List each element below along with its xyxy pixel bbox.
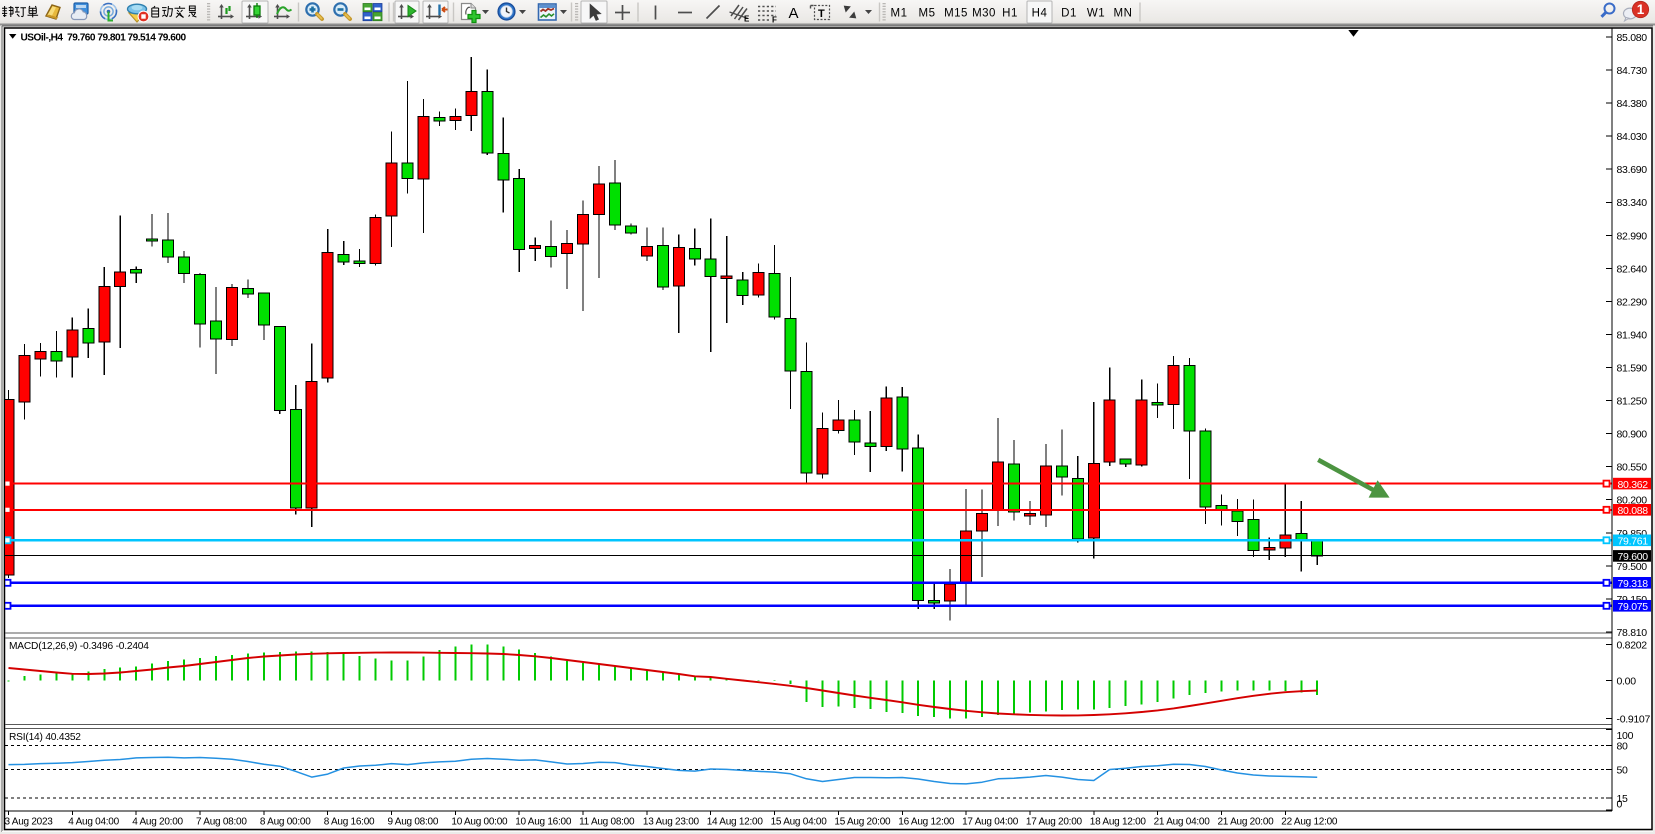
svg-text:1: 1: [1637, 2, 1645, 17]
svg-text:80: 80: [1617, 741, 1629, 753]
svg-text:15 Aug 04:00: 15 Aug 04:00: [771, 817, 828, 828]
svg-text:10 Aug 16:00: 10 Aug 16:00: [515, 817, 572, 828]
svg-text:7 Aug 08:00: 7 Aug 08:00: [196, 817, 247, 828]
svg-text:84.030: 84.030: [1617, 131, 1648, 143]
svg-text:21 Aug 20:00: 21 Aug 20:00: [1218, 817, 1275, 828]
svg-text:3 Aug 2023: 3 Aug 2023: [5, 817, 54, 828]
svg-text:80.362: 80.362: [1618, 479, 1649, 491]
svg-text:17 Aug 20:00: 17 Aug 20:00: [1026, 817, 1083, 828]
svg-text:0.8202: 0.8202: [1617, 639, 1648, 651]
svg-text:-0.9107: -0.9107: [1617, 713, 1651, 725]
svg-text:MN: MN: [1114, 8, 1133, 20]
svg-text:84.730: 84.730: [1617, 65, 1648, 77]
svg-text:4 Aug 20:00: 4 Aug 20:00: [132, 817, 183, 828]
svg-text:M5: M5: [919, 8, 936, 20]
svg-text:79.761: 79.761: [1618, 536, 1649, 548]
svg-text:18 Aug 12:00: 18 Aug 12:00: [1090, 817, 1147, 828]
svg-text:22 Aug 12:00: 22 Aug 12:00: [1281, 817, 1338, 828]
svg-text:79.600: 79.600: [1618, 551, 1649, 563]
svg-text:81.940: 81.940: [1617, 329, 1648, 341]
svg-text:81.590: 81.590: [1617, 363, 1648, 375]
svg-text:85.080: 85.080: [1617, 32, 1648, 44]
svg-text:82.640: 82.640: [1617, 263, 1648, 275]
svg-text:84.380: 84.380: [1617, 98, 1648, 110]
svg-text:9 Aug 08:00: 9 Aug 08:00: [388, 817, 439, 828]
svg-text:10 Aug 00:00: 10 Aug 00:00: [451, 817, 508, 828]
svg-text:H4: H4: [1032, 8, 1048, 20]
svg-text:79.318: 79.318: [1618, 578, 1649, 590]
svg-text:50: 50: [1617, 765, 1629, 777]
svg-text:MACD(12,26,9) -0.3496 -0.2404: MACD(12,26,9) -0.3496 -0.2404: [9, 641, 149, 652]
svg-text:M1: M1: [891, 8, 908, 20]
svg-text:21 Aug 04:00: 21 Aug 04:00: [1154, 817, 1211, 828]
svg-text:79.500: 79.500: [1617, 561, 1648, 573]
svg-text:8 Aug 00:00: 8 Aug 00:00: [260, 817, 311, 828]
svg-text:M30: M30: [972, 8, 996, 20]
svg-text:T: T: [818, 8, 825, 20]
svg-text:100: 100: [1617, 730, 1634, 742]
svg-text:79.075: 79.075: [1618, 601, 1649, 613]
svg-text:RSI(14) 40.4352: RSI(14) 40.4352: [9, 732, 81, 743]
svg-text:W1: W1: [1087, 8, 1105, 20]
svg-text:17 Aug 04:00: 17 Aug 04:00: [962, 817, 1019, 828]
svg-text:83.340: 83.340: [1617, 197, 1648, 209]
svg-text:H1: H1: [1002, 8, 1018, 20]
svg-text:0.00: 0.00: [1617, 675, 1637, 687]
svg-text:A: A: [789, 5, 799, 22]
svg-text:4 Aug 04:00: 4 Aug 04:00: [68, 817, 119, 828]
svg-text:F: F: [772, 16, 777, 25]
svg-text:80.900: 80.900: [1617, 429, 1648, 441]
svg-text:78.810: 78.810: [1617, 627, 1648, 639]
svg-text:15: 15: [1617, 793, 1629, 805]
svg-text:15 Aug 20:00: 15 Aug 20:00: [834, 817, 891, 828]
svg-text:0: 0: [1617, 798, 1623, 810]
svg-text:16 Aug 12:00: 16 Aug 12:00: [898, 817, 955, 828]
svg-text:80.200: 80.200: [1617, 495, 1648, 507]
svg-text:14 Aug 12:00: 14 Aug 12:00: [707, 817, 764, 828]
svg-text:80.088: 80.088: [1618, 505, 1649, 517]
svg-text:82.290: 82.290: [1617, 296, 1648, 308]
svg-text:83.690: 83.690: [1617, 164, 1648, 176]
svg-text:81.250: 81.250: [1617, 396, 1648, 408]
svg-text:M15: M15: [944, 8, 968, 20]
svg-text:80.550: 80.550: [1617, 462, 1648, 474]
svg-text:13 Aug 23:00: 13 Aug 23:00: [643, 817, 700, 828]
svg-text:82.990: 82.990: [1617, 230, 1648, 242]
svg-text:E: E: [744, 15, 750, 24]
svg-text:8 Aug 16:00: 8 Aug 16:00: [324, 817, 375, 828]
svg-text:USOil-,H4 79.760 79.801 79.51: USOil-,H4 79.760 79.801 79.514 79.600: [21, 32, 187, 43]
svg-text:D1: D1: [1061, 8, 1077, 20]
svg-text:11 Aug 08:00: 11 Aug 08:00: [579, 817, 635, 828]
